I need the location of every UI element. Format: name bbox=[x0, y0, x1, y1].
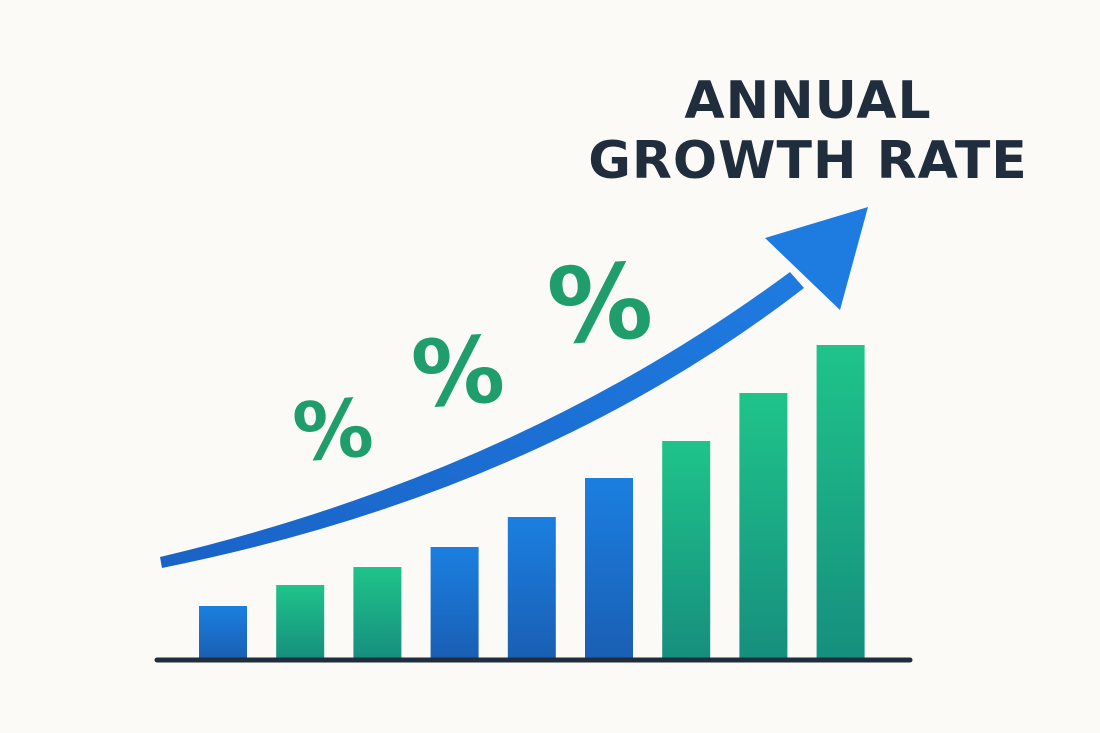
trend-arrow-head bbox=[765, 207, 868, 310]
bar-4 bbox=[430, 547, 479, 658]
bar-7 bbox=[662, 441, 711, 658]
chart-title-line-2: GROWTH RATE bbox=[588, 131, 1028, 191]
bar-5 bbox=[507, 517, 556, 658]
chart-title-line-1: ANNUAL bbox=[684, 71, 931, 131]
bar-2 bbox=[276, 585, 325, 658]
bar-3 bbox=[353, 567, 402, 658]
bar-series bbox=[199, 345, 865, 658]
bar-9 bbox=[816, 345, 865, 658]
percent-symbol-2: % bbox=[408, 316, 507, 429]
bar-8 bbox=[739, 393, 788, 658]
percent-symbol-1: % bbox=[290, 381, 376, 479]
trend-arrow bbox=[160, 207, 868, 568]
bar-6 bbox=[585, 478, 633, 658]
percent-symbol-3: % bbox=[544, 240, 656, 369]
bar-1 bbox=[199, 606, 247, 658]
